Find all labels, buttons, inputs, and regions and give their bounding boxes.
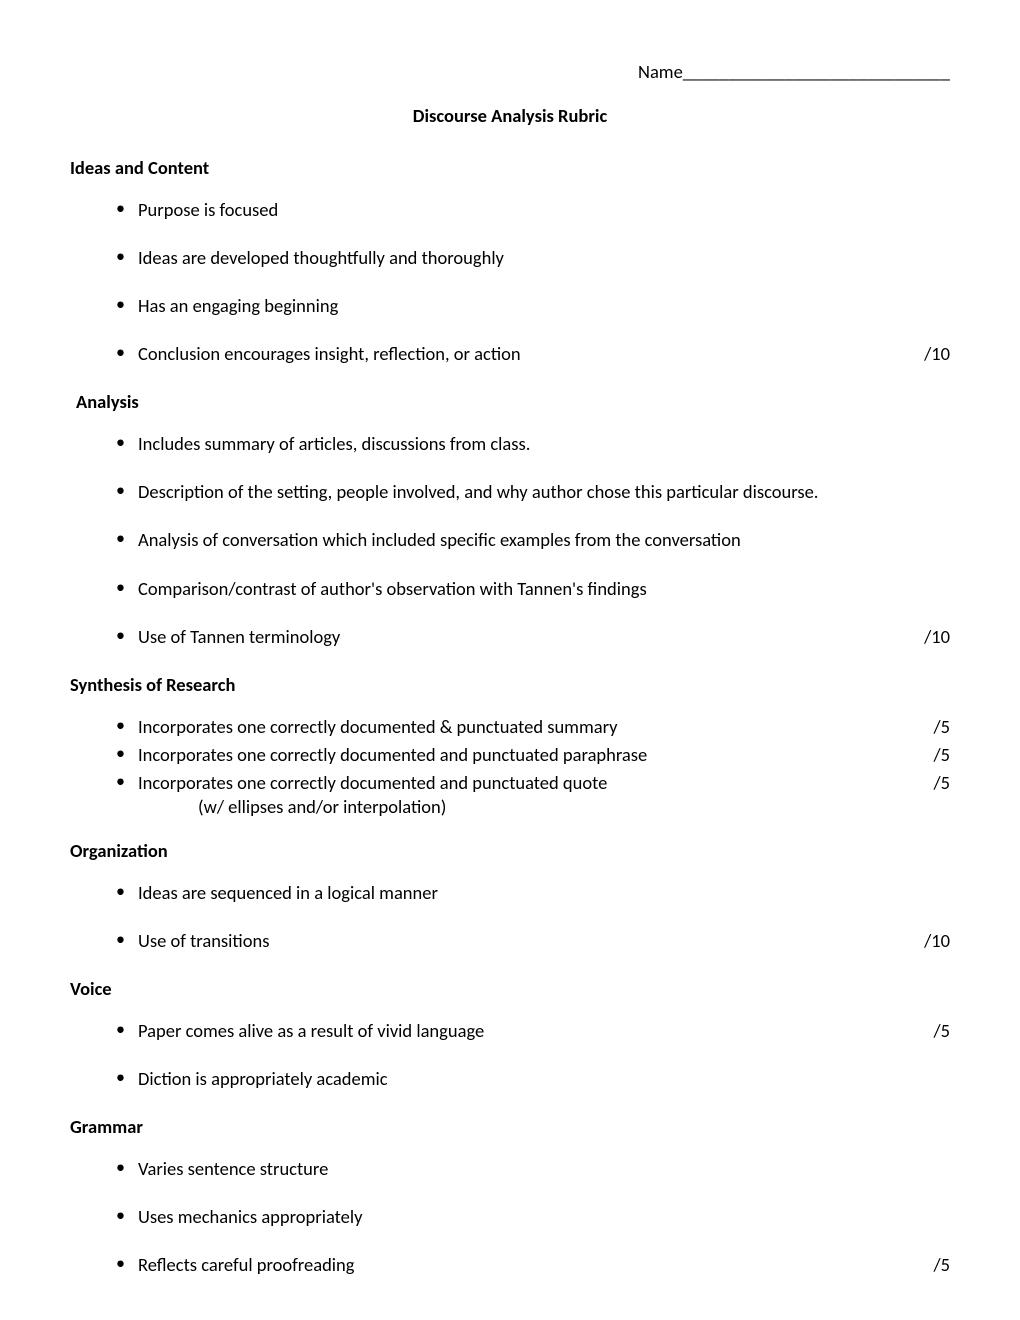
list-item: Use of transitions /10 xyxy=(116,929,950,953)
score-value: /5 xyxy=(933,743,950,767)
list-item: Includes summary of articles, discussion… xyxy=(116,432,950,456)
section-voice-header: Voice xyxy=(70,977,950,1001)
ideas-list: Purpose is focused Ideas are developed t… xyxy=(116,198,950,366)
list-item: Use of Tannen terminology /10 xyxy=(116,625,950,649)
list-item: Incorporates one correctly documented an… xyxy=(116,743,950,767)
item-text: Conclusion encourages insight, reflectio… xyxy=(138,342,521,366)
list-item: Reflects careful proofreading /5 xyxy=(116,1253,950,1277)
list-item: Incorporates one correctly documented & … xyxy=(116,715,950,739)
list-item: Uses mechanics appropriately xyxy=(116,1205,950,1229)
item-text: Use of Tannen terminology xyxy=(138,625,340,649)
synthesis-list: Incorporates one correctly documented & … xyxy=(116,715,950,819)
item-text: Incorporates one correctly documented & … xyxy=(138,715,618,739)
name-field: Name_____________________________ xyxy=(600,60,950,84)
list-item: Conclusion encourages insight, reflectio… xyxy=(116,342,950,366)
score-value: /10 xyxy=(924,342,950,366)
section-ideas-header: Ideas and Content xyxy=(70,156,950,180)
section-grammar-header: Grammar xyxy=(70,1115,950,1139)
organization-list: Ideas are sequenced in a logical manner … xyxy=(116,881,950,953)
analysis-list: Includes summary of articles, discussion… xyxy=(116,432,950,648)
score-value: /5 xyxy=(933,1253,950,1277)
list-item: Comparison/contrast of author's observat… xyxy=(116,577,950,601)
score-value: /5 xyxy=(933,1019,950,1043)
list-item: Has an engaging beginning xyxy=(116,294,950,318)
list-item: Incorporates one correctly documented an… xyxy=(116,771,950,819)
list-item: Purpose is focused xyxy=(116,198,950,222)
list-item: Varies sentence structure xyxy=(116,1157,950,1181)
item-text: Incorporates one correctly documented an… xyxy=(138,743,647,767)
score-value: /5 xyxy=(933,771,950,795)
sub-note: (w/ ellipses and/or interpolation) xyxy=(198,795,950,819)
section-analysis-header: Analysis xyxy=(76,390,950,414)
item-text: Reflects careful proofreading xyxy=(138,1253,354,1277)
item-text: Use of transitions xyxy=(138,929,269,953)
list-item: Ideas are developed thoughtfully and tho… xyxy=(116,246,950,270)
item-text: Paper comes alive as a result of vivid l… xyxy=(138,1019,484,1043)
section-synthesis-header: Synthesis of Research xyxy=(70,673,950,697)
list-item: Diction is appropriately academic xyxy=(116,1067,950,1091)
list-item: Analysis of conversation which included … xyxy=(116,528,950,552)
item-text: Incorporates one correctly documented an… xyxy=(138,771,607,795)
score-value: /10 xyxy=(924,929,950,953)
document-title: Discourse Analysis Rubric xyxy=(70,104,950,128)
grammar-list: Varies sentence structure Uses mechanics… xyxy=(116,1157,950,1277)
list-item: Ideas are sequenced in a logical manner xyxy=(116,881,950,905)
voice-list: Paper comes alive as a result of vivid l… xyxy=(116,1019,950,1091)
score-value: /10 xyxy=(924,625,950,649)
score-value: /5 xyxy=(933,715,950,739)
section-organization-header: Organization xyxy=(70,839,950,863)
list-item: Description of the setting, people invol… xyxy=(116,480,950,504)
list-item: Paper comes alive as a result of vivid l… xyxy=(116,1019,950,1043)
